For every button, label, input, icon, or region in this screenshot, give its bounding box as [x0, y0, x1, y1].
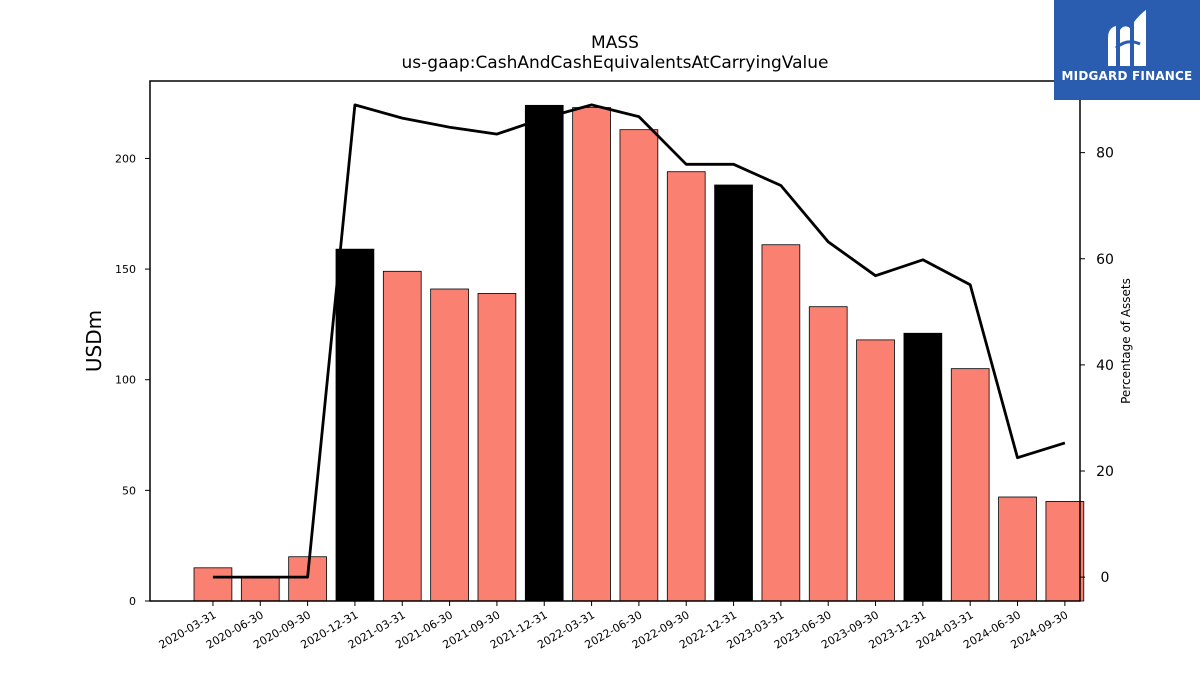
bar-2021-03-31 [382, 270, 422, 602]
midgard-finance-logo: MIDGARD FINANCE [1054, 0, 1200, 100]
bar-2024-03-31 [950, 368, 990, 602]
bar-2023-03-31 [761, 244, 801, 602]
y2-tick-label: 80 [1096, 146, 1114, 162]
left-axis-ticks: 0 50 100 150 200 [115, 152, 150, 608]
bar-2022-06-30 [619, 129, 659, 602]
y2-axis-label: Percentage of Assets [1119, 278, 1133, 404]
bar-2022-03-31 [572, 107, 611, 602]
bar-series [193, 104, 1085, 602]
right-axis-ticks: 0 20 40 60 80 [1080, 146, 1114, 586]
percentage-of-assets-line [212, 103, 1066, 579]
bar-2021-09-30 [477, 293, 517, 602]
x-axis-ticks: 2020-03-312020-06-302020-09-302020-12-31… [157, 601, 1070, 652]
y-tick-label: 100 [115, 374, 136, 387]
bar-2023-06-30 [808, 306, 848, 602]
chart-title: MASS [591, 33, 639, 53]
y2-tick-label: 40 [1096, 358, 1114, 374]
bar-2024-09-30 [1045, 501, 1085, 602]
midgard-logo-icon [1108, 10, 1146, 66]
bar-2022-09-30 [666, 171, 706, 602]
y-tick-label: 200 [115, 152, 136, 165]
bar-2020-03-31 [193, 567, 233, 602]
bar-2023-09-30 [856, 339, 895, 602]
plot-frame [149, 80, 1081, 602]
y2-tick-label: 0 [1101, 570, 1110, 586]
chart-subtitle: us-gaap:CashAndCashEquivalentsAtCarrying… [402, 53, 829, 73]
y-tick-label: 0 [129, 595, 136, 608]
y2-tick-label: 20 [1096, 464, 1114, 480]
y-axis-label: USDm [82, 310, 106, 372]
bar-2021-06-30 [430, 288, 469, 602]
y-tick-label: 150 [115, 263, 136, 276]
bar-2020-12-31 [335, 248, 375, 602]
y2-tick-label: 60 [1096, 252, 1114, 268]
y-tick-label: 50 [122, 484, 136, 497]
logo-text: MIDGARD FINANCE [1061, 69, 1193, 83]
bar-2022-12-31 [714, 184, 753, 602]
bar-2021-12-31 [524, 104, 564, 602]
percentage-line-series [212, 103, 1066, 579]
bar-2020-06-30 [240, 576, 280, 602]
bar-2024-06-30 [998, 496, 1037, 602]
bar-2023-12-31 [903, 332, 943, 602]
